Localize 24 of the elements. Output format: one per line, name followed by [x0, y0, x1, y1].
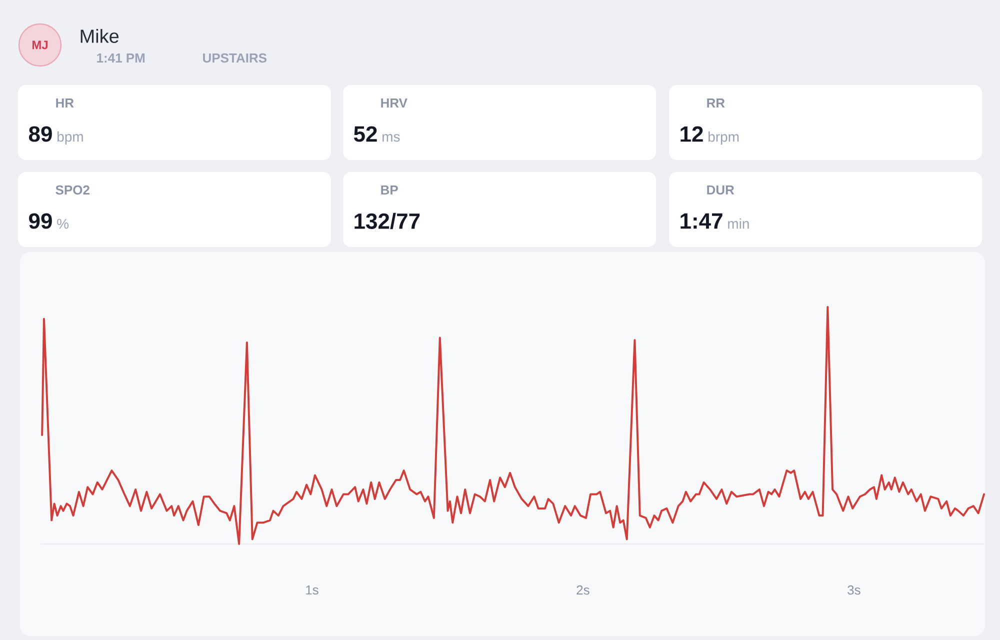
text: ms [382, 134, 400, 142]
x-tick-label: 1s [306, 585, 318, 595]
text: HR [56, 98, 74, 108]
text: brpm [708, 132, 739, 145]
text: MJ [32, 40, 48, 50]
text: min [728, 218, 749, 229]
text: SPO2 [56, 185, 90, 195]
text: 132/77 [354, 212, 420, 230]
text: BP [381, 186, 398, 194]
text: RR [707, 98, 725, 108]
text: 1:47 [680, 213, 722, 229]
text: DUR [707, 185, 734, 195]
text: % [57, 218, 69, 229]
x-tick-label: 3s [848, 585, 860, 595]
text: HRV [381, 98, 408, 108]
text: 12 [680, 126, 703, 142]
text: 1:41 PM [97, 54, 145, 62]
text: bpm [58, 131, 83, 144]
text: 99 [29, 213, 52, 229]
x-tick-label: 2s [576, 585, 590, 595]
text: Mike [80, 29, 119, 43]
text: 52 [354, 126, 377, 142]
text: 89 [28, 126, 52, 142]
text: UPSTAIRS [203, 53, 267, 63]
